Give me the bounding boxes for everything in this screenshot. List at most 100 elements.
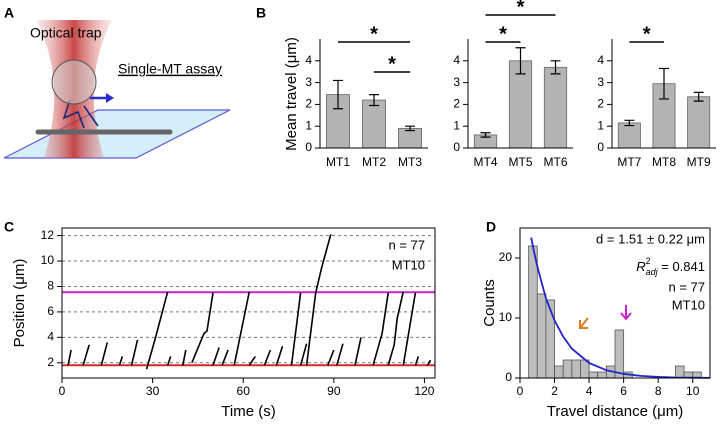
x-tick-label: MT6 xyxy=(544,155,568,169)
plot-frame xyxy=(519,227,711,379)
bar xyxy=(543,66,568,149)
bar xyxy=(554,365,564,379)
x-tick-label: MT3 xyxy=(398,155,422,169)
x-tick-label: 60 xyxy=(237,384,251,398)
annotation-part: R xyxy=(636,259,645,274)
y-axis-label: Counts xyxy=(481,279,498,327)
panel-label: C xyxy=(4,219,14,235)
x-tick-label: 6 xyxy=(620,384,627,398)
x-axis-label: Travel distance (μm) xyxy=(547,403,683,420)
bar xyxy=(398,127,422,149)
y-tick-label: 0 xyxy=(597,140,604,154)
error-bar xyxy=(369,93,379,107)
y-tick-label: 3 xyxy=(305,75,312,89)
bar xyxy=(528,245,538,379)
illustration: Optical trap Single-MT assay xyxy=(3,20,231,159)
y-tick-label: 2 xyxy=(597,97,604,111)
x-tick-label: 10 xyxy=(686,384,700,398)
fit-curve xyxy=(530,237,711,379)
bar xyxy=(571,359,581,379)
x-tick-label: 4 xyxy=(586,384,593,398)
error-bar xyxy=(659,67,669,100)
x-axis-label: Time (s) xyxy=(221,403,275,420)
significance-label: * xyxy=(643,23,651,45)
significance-label: * xyxy=(517,0,525,18)
annotation: n = 77 xyxy=(388,237,425,252)
y-axis-label: Mean travel (μm) xyxy=(283,37,300,151)
arrow xyxy=(620,305,632,321)
annotation: n = 77 xyxy=(668,279,705,294)
error-bar xyxy=(515,47,526,75)
bar xyxy=(362,99,386,149)
annotation: d = 1.51 ± 0.22 μm xyxy=(596,231,705,246)
x-tick-label: 30 xyxy=(146,384,160,398)
y-tick-label: 0 xyxy=(505,370,512,384)
x-tick-label: 90 xyxy=(327,384,341,398)
error-bar xyxy=(550,60,561,75)
bar xyxy=(675,365,685,379)
y-tick-label: 0 xyxy=(305,140,312,154)
annotation-part: adj xyxy=(646,267,659,277)
x-tick-label: MT4 xyxy=(474,155,498,169)
y-tick-label: 0 xyxy=(453,140,460,154)
x-tick-label: MT1 xyxy=(326,155,350,169)
trace xyxy=(67,234,432,370)
y-tick-label: 3 xyxy=(453,75,460,89)
arrow-head xyxy=(106,93,114,103)
bar xyxy=(617,122,641,149)
significance-label: * xyxy=(370,23,378,45)
bar xyxy=(614,329,625,379)
y-tick-label: 1 xyxy=(305,118,312,132)
y-tick-label: 4 xyxy=(47,329,54,343)
motor xyxy=(62,99,99,129)
y-tick-label: 10 xyxy=(499,310,513,324)
annotation: MT10 xyxy=(392,257,425,272)
annotation-part: = 0.841 xyxy=(658,259,705,274)
axis xyxy=(611,39,716,149)
annotation: R2 adj = 0.841 xyxy=(636,256,705,277)
y-tick-label: 2 xyxy=(47,355,54,369)
y-tick-label: 1 xyxy=(453,118,460,132)
y-tick-label: 10 xyxy=(41,253,55,267)
axis xyxy=(467,39,573,149)
y-tick-label: 1 xyxy=(597,118,604,132)
trap-label: Optical trap xyxy=(30,25,102,41)
x-tick-label: 0 xyxy=(59,384,66,398)
x-tick-label: 0 xyxy=(517,384,524,398)
error-bar xyxy=(405,125,415,132)
assay-label: Single-MT assay xyxy=(118,61,222,77)
y-tick-label: 2 xyxy=(305,97,312,111)
annotation-part: 2 xyxy=(646,256,651,266)
bar xyxy=(536,293,547,379)
panel-label: B xyxy=(256,5,266,21)
error-bar xyxy=(693,91,704,102)
y-tick-label: 6 xyxy=(47,304,54,318)
x-tick-label: 120 xyxy=(414,384,434,398)
x-tick-label: MT7 xyxy=(617,155,641,169)
x-tick-label: MT9 xyxy=(687,155,711,169)
x-tick-label: 2 xyxy=(551,384,558,398)
x-tick-label: MT5 xyxy=(509,155,533,169)
y-tick-label: 4 xyxy=(453,53,460,67)
error-bar xyxy=(333,79,343,110)
bar xyxy=(588,371,599,379)
y-tick-label: 3 xyxy=(597,75,604,89)
x-tick-label: MT8 xyxy=(652,155,676,169)
axis xyxy=(319,39,428,149)
y-tick-label: 2 xyxy=(453,97,460,111)
bar xyxy=(597,371,607,379)
y-tick-label: 4 xyxy=(597,53,604,67)
x-tick-label: MT2 xyxy=(362,155,386,169)
y-tick-label: 8 xyxy=(47,279,54,293)
y-tick-label: 4 xyxy=(305,53,312,67)
significance-label: * xyxy=(388,53,396,75)
bar xyxy=(687,96,711,149)
x-tick-label: 8 xyxy=(655,384,662,398)
y-tick-label: 12 xyxy=(41,228,55,242)
error-bar xyxy=(480,132,491,138)
y-axis-label: Position (μm) xyxy=(11,259,28,348)
annotation: MT10 xyxy=(672,297,705,312)
plot-frame xyxy=(61,227,436,379)
y-tick-label: 20 xyxy=(499,250,513,264)
